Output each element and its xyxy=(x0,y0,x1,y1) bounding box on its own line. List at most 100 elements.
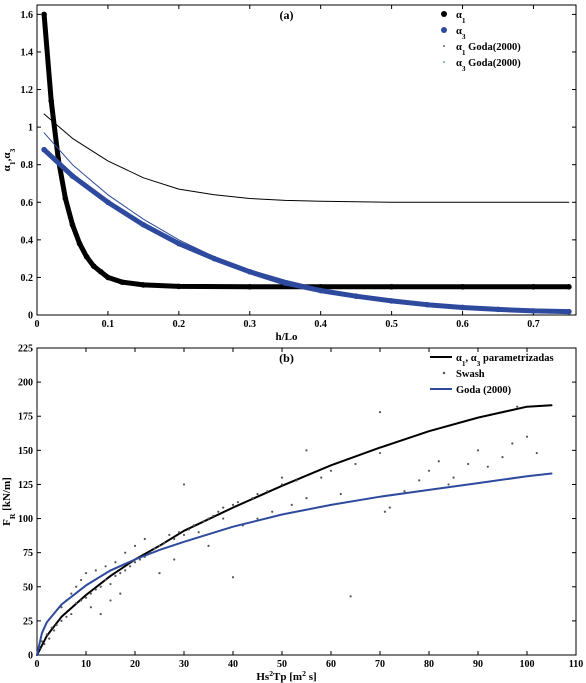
x-tick-label: 0.2 xyxy=(173,319,186,330)
data-point xyxy=(447,483,450,486)
x-tick-label: 0.1 xyxy=(102,319,115,330)
data-point xyxy=(80,599,83,602)
data-point xyxy=(246,284,253,290)
data-point xyxy=(236,501,239,504)
y-tick-label: 0.2 xyxy=(21,273,34,284)
data-point xyxy=(566,284,572,290)
data-point xyxy=(378,411,382,414)
data-point xyxy=(178,531,181,534)
data-point xyxy=(105,199,111,206)
data-point xyxy=(90,263,97,269)
x-tick-label: 90 xyxy=(473,659,483,670)
data-point xyxy=(176,240,182,247)
data-point xyxy=(158,544,161,547)
data-point xyxy=(99,585,102,588)
x-tick-label: 10 xyxy=(81,659,91,670)
legend-label: Swash xyxy=(456,369,485,380)
data-point xyxy=(353,293,359,300)
legend-marker xyxy=(441,11,447,17)
data-point xyxy=(114,574,117,577)
data-point xyxy=(62,195,69,202)
legend-label: α3 Goda(2000) xyxy=(456,58,521,73)
data-point xyxy=(119,572,122,575)
data-point xyxy=(280,476,284,479)
y-tick-label: 225 xyxy=(18,344,33,355)
data-point xyxy=(388,298,395,304)
legend-label: α1 Goda(2000) xyxy=(456,42,521,57)
data-point xyxy=(133,544,137,547)
y-tick-label: 175 xyxy=(18,412,33,423)
x-tick-label: 0.7 xyxy=(527,319,540,330)
legend-marker xyxy=(443,61,445,63)
x-axis-label: h/Lo xyxy=(275,331,298,343)
data-point xyxy=(271,510,274,513)
x-tick-label: 110 xyxy=(569,659,583,670)
x-tick-label: 50 xyxy=(277,659,287,670)
plot-frame xyxy=(36,347,577,656)
legend-label: α1, α3 parametrizadas xyxy=(456,353,554,368)
data-point xyxy=(388,506,391,509)
x-tick-label: 0.5 xyxy=(385,319,398,330)
data-point xyxy=(231,503,235,507)
data-point xyxy=(105,274,111,281)
x-tick-label: 70 xyxy=(375,659,385,670)
x-axis-label: Hs2Tp [m2 s] xyxy=(256,669,316,683)
data-point xyxy=(525,435,529,438)
data-point xyxy=(119,592,122,595)
y-tick-label: 0.4 xyxy=(21,235,34,246)
data-point xyxy=(50,626,53,629)
data-point xyxy=(383,510,386,513)
data-point xyxy=(41,11,47,18)
y-tick-label: 150 xyxy=(18,446,33,457)
data-point xyxy=(55,623,58,627)
data-point xyxy=(427,469,431,472)
data-point xyxy=(89,606,92,609)
series-1-2-line xyxy=(36,472,553,656)
panel-title: (b) xyxy=(279,351,294,365)
y-tick-label: 1.4 xyxy=(21,47,34,58)
data-point xyxy=(207,517,210,520)
data-point xyxy=(75,585,78,588)
data-point xyxy=(339,492,342,496)
data-point xyxy=(207,544,210,547)
panel-b: 0 10 20 30 40 50 60 70 80 90 100 110 0 25 50 75 100 125 15… xyxy=(1,344,583,683)
data-point xyxy=(501,456,504,459)
y-tick-label: 75 xyxy=(23,548,33,559)
data-point xyxy=(163,542,166,545)
data-point xyxy=(70,592,73,595)
x-tick-label: 20 xyxy=(130,659,140,670)
data-point xyxy=(94,569,97,572)
data-point xyxy=(138,558,141,561)
data-point xyxy=(89,592,92,595)
data-point xyxy=(140,282,147,288)
data-point xyxy=(98,268,104,275)
data-point xyxy=(403,490,406,493)
data-point xyxy=(459,304,466,311)
data-point xyxy=(516,405,519,408)
data-point xyxy=(45,633,48,636)
data-point xyxy=(305,496,308,500)
data-point xyxy=(65,615,68,618)
x-tick-label: 30 xyxy=(179,659,189,670)
data-point xyxy=(378,451,382,455)
data-point xyxy=(43,642,46,646)
data-point xyxy=(256,492,259,496)
y-tick-label: 0.6 xyxy=(21,198,34,209)
data-point xyxy=(182,533,186,537)
data-point xyxy=(84,596,88,599)
y-tick-label: 1.2 xyxy=(21,85,34,96)
data-point xyxy=(197,531,200,534)
series-0-2-line xyxy=(43,113,570,203)
data-point xyxy=(222,517,225,520)
x-tick-label: 40 xyxy=(228,659,238,670)
data-point xyxy=(48,98,54,104)
legend-marker xyxy=(442,371,446,375)
y-tick-label: 100 xyxy=(18,514,33,525)
data-point xyxy=(217,510,220,513)
data-point xyxy=(94,588,97,591)
data-point xyxy=(476,449,480,452)
data-point xyxy=(354,462,357,466)
data-point xyxy=(388,284,395,290)
